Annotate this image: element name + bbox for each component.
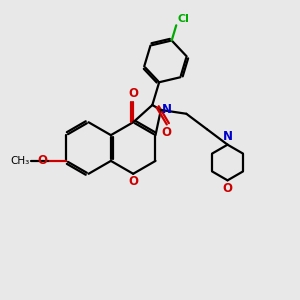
Text: O: O — [38, 154, 47, 167]
Text: N: N — [223, 130, 232, 143]
Text: O: O — [128, 88, 138, 100]
Text: N: N — [162, 103, 172, 116]
Text: O: O — [223, 182, 232, 195]
Text: O: O — [128, 175, 138, 188]
Text: O: O — [162, 127, 172, 140]
Text: Cl: Cl — [177, 14, 189, 24]
Text: CH₃: CH₃ — [11, 156, 30, 166]
